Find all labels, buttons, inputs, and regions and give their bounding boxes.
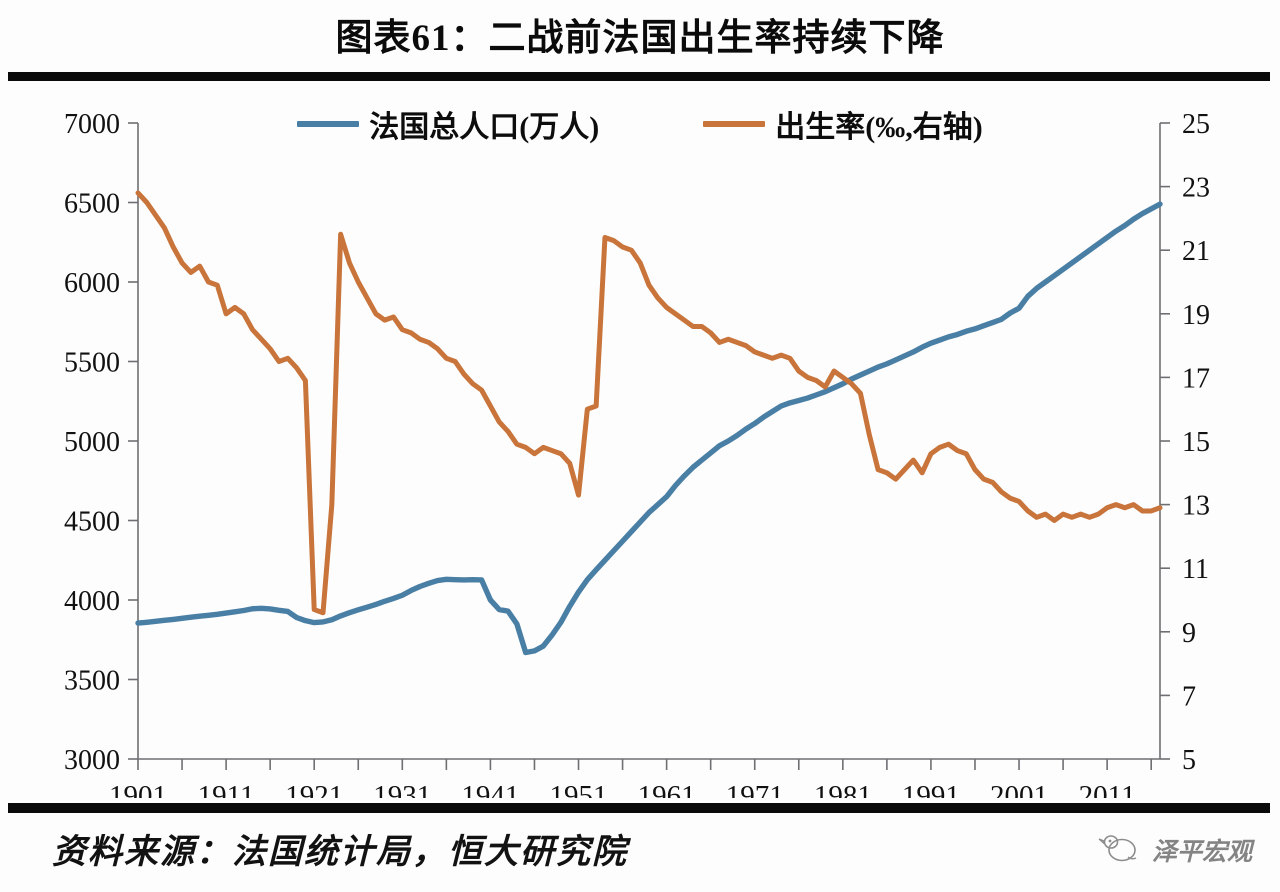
y-axis-right-tick-label: 5 (1182, 745, 1196, 776)
y-axis-left-tick-label: 5500 (64, 348, 120, 379)
x-axis-tick-label: 1921 (285, 780, 343, 798)
y-axis-left-tick-label: 4500 (64, 507, 120, 538)
y-axis-left-tick-label: 7000 (64, 109, 120, 140)
title-divider-rule (8, 72, 1270, 81)
birthrate-line-series (135, 190, 1163, 616)
y-axis-left-tick-label: 6500 (64, 189, 120, 220)
x-axis-tick-label: 1981 (814, 780, 872, 798)
y-axis-right-tick-label: 17 (1182, 363, 1210, 394)
y-axis-left-tick-label: 3500 (64, 666, 120, 697)
y-axis-right-tick-label: 25 (1182, 109, 1210, 140)
chart-plot-area: 3000 3500 4000 4500 5000 5500 6000 6500 7000 5 7 9… (0, 86, 1280, 798)
title-area: 图表61：二战前法国出生率持续下降 (0, 0, 1280, 68)
x-axis-ticks: 1901 1911 1921 1931 1941 1951 1961 1971 1981 1991… (109, 759, 1152, 798)
x-axis-tick-label: 1961 (638, 780, 696, 798)
footer-divider-rule (8, 803, 1270, 813)
watermark: 泽平宏观 (1098, 830, 1252, 869)
y-axis-right-tick-label: 13 (1182, 491, 1210, 522)
y-axis-left-ticks: 3000 3500 4000 4500 5000 5500 6000 6500 7000 (64, 109, 138, 776)
population-line-series (135, 201, 1163, 656)
y-axis-right-tick-label: 15 (1182, 427, 1210, 458)
y-axis-right-tick-label: 19 (1182, 300, 1210, 331)
watermark-text: 泽平宏观 (1151, 838, 1252, 866)
x-axis-tick-label: 1941 (461, 780, 519, 798)
x-axis-tick-label: 1931 (373, 780, 431, 798)
y-axis-right-tick-label: 7 (1182, 681, 1196, 712)
chart-footer: 资料来源：法国统计局，恒大研究院 泽平宏观 (0, 818, 1280, 892)
y-axis-left-tick-label: 3000 (64, 745, 120, 776)
y-axis-right-tick-label: 11 (1182, 554, 1209, 585)
source-note: 资料来源：法国统计局，恒大研究院 (52, 834, 628, 871)
x-axis-tick-label: 2001 (990, 780, 1048, 798)
y-axis-right-tick-label: 9 (1182, 618, 1196, 649)
page-title: 图表61：二战前法国出生率持续下降 (335, 18, 945, 59)
chick-logo-icon (1098, 830, 1144, 869)
y-axis-right-tick-label: 23 (1182, 173, 1210, 204)
y-axis-left-tick-label: 6000 (64, 268, 120, 299)
chart-svg: 3000 3500 4000 4500 5000 5500 6000 6500 7000 5 7 9… (64, 109, 1210, 798)
x-axis-tick-label: 1911 (198, 780, 255, 798)
x-axis-tick-label: 1971 (726, 780, 784, 798)
y-axis-left-tick-label: 4000 (64, 586, 120, 617)
x-axis-tick-label: 1901 (109, 780, 167, 798)
x-axis-tick-label: 1951 (550, 780, 608, 798)
y-axis-right-tick-label: 21 (1182, 236, 1210, 267)
x-axis-tick-label: 1991 (902, 780, 960, 798)
y-axis-right-ticks: 5 7 9 11 13 15 17 19 21 23 25 (1160, 109, 1210, 776)
y-axis-left-tick-label: 5000 (64, 427, 120, 458)
x-axis-tick-label: 2011 (1079, 780, 1136, 798)
